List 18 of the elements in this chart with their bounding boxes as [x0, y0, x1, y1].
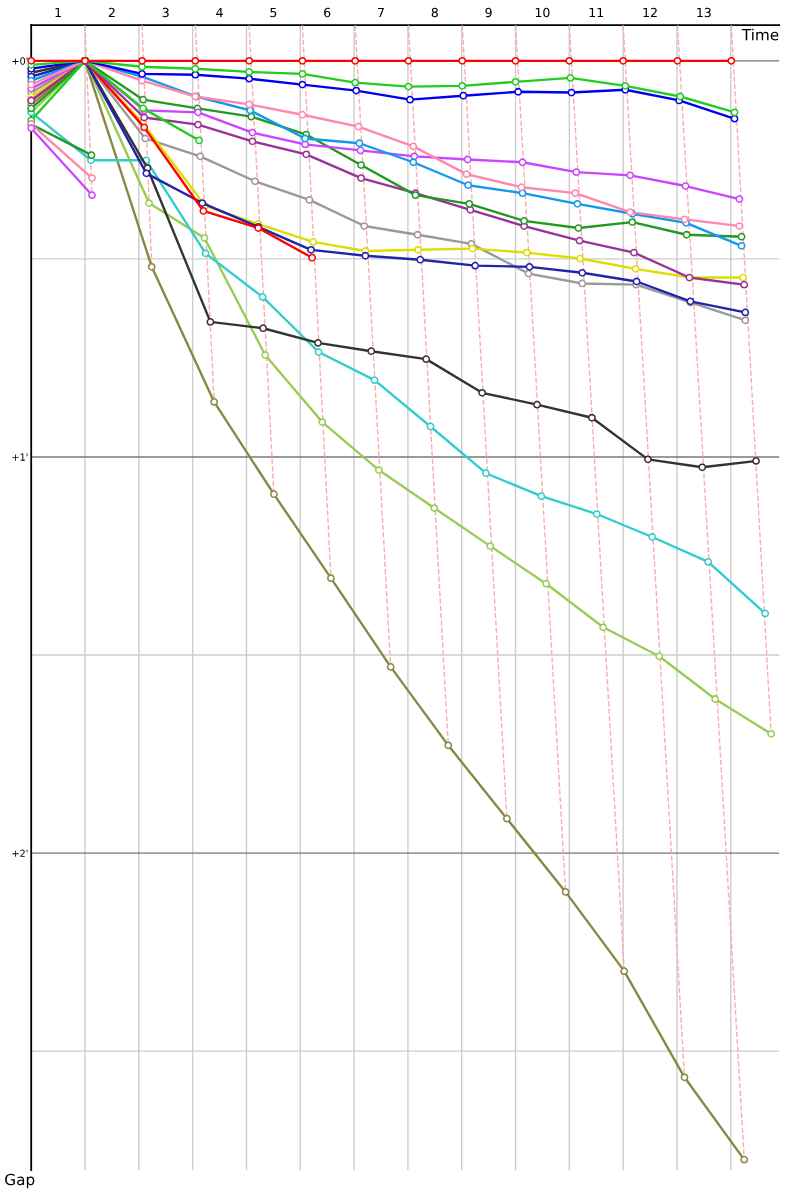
y-axis-title: Gap	[5, 1173, 35, 1189]
x-tick-label: 1	[55, 7, 61, 18]
x-tick-label: 8	[431, 7, 438, 18]
x-tick-label: 12	[643, 7, 657, 18]
x-tick-label: 10	[535, 7, 550, 18]
x-tick-label: 9	[485, 7, 492, 18]
x-tick-label: 13	[697, 7, 711, 18]
x-tick-label: 2	[108, 7, 115, 18]
x-tick-label: 7	[378, 7, 384, 18]
x-tick-label: 11	[589, 7, 604, 18]
x-tick-label: 6	[324, 7, 331, 18]
x-tick-label: 4	[216, 7, 223, 18]
x-tick-label: 5	[270, 7, 277, 18]
y-tick-label: +0'	[12, 57, 28, 65]
x-tick-label: 3	[162, 7, 169, 18]
x-axis-title: Time	[741, 28, 779, 41]
y-tick-label: +1'	[12, 453, 28, 461]
y-tick-label: +2'	[12, 849, 28, 857]
